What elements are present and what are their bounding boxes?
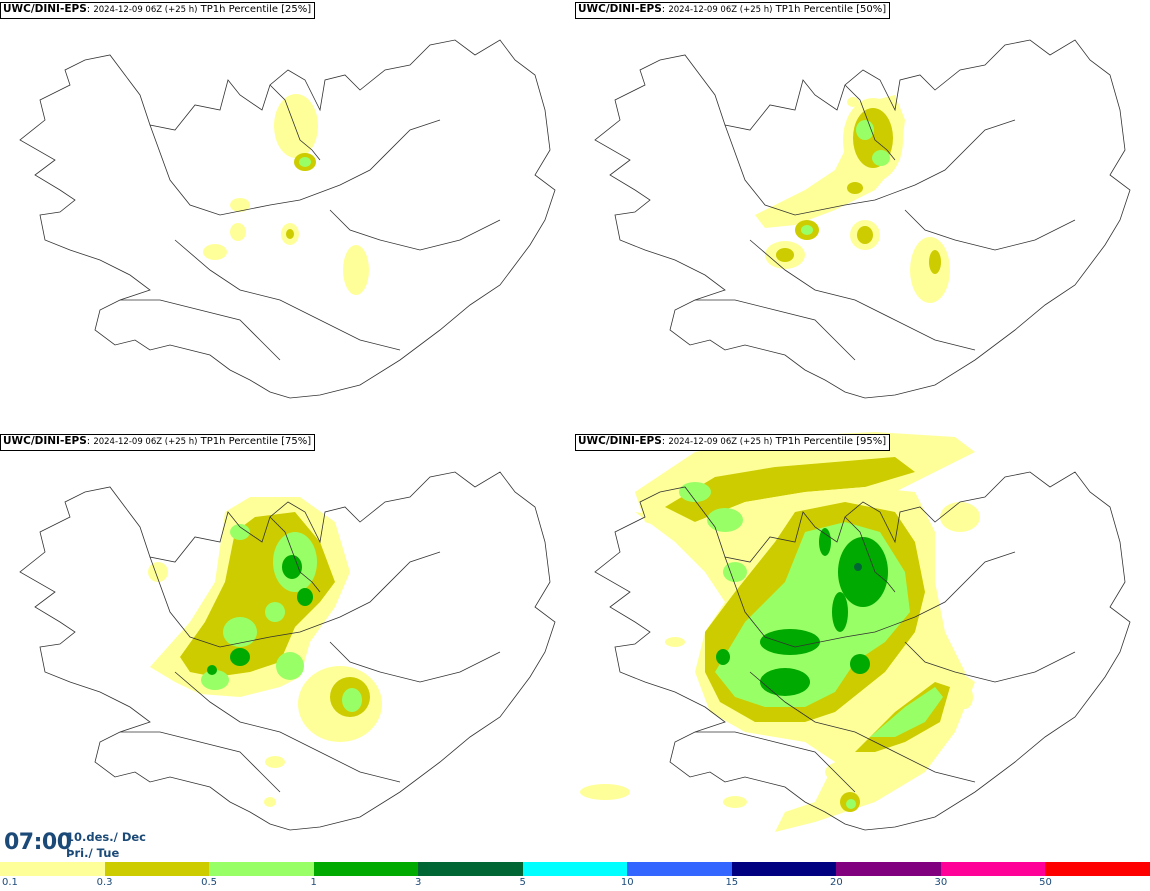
- colorbar-tick-label: 5: [519, 877, 526, 888]
- valid-time-clock: 07:00: [4, 830, 72, 855]
- valid-weekday: Þri./ Tue: [66, 846, 120, 860]
- variable-name: TP1h Percentile [95%]: [775, 436, 887, 447]
- precip-map-p25: [19, 39, 556, 399]
- run-info: 2024-12-09 06Z (+25 h): [668, 5, 773, 15]
- colorbar-segment: [1045, 862, 1150, 876]
- precip-field: [203, 94, 369, 295]
- colorbar-segment: [731, 862, 837, 876]
- iceland-outline: [19, 471, 556, 831]
- model-name: UWC/DINI-EPS: [578, 3, 662, 15]
- variable-name: TP1h Percentile [25%]: [200, 4, 312, 15]
- colorbar-tick-label: 3: [414, 877, 422, 888]
- precip-map-p95: [580, 432, 1131, 832]
- colorbar-tick-label: 0.3: [96, 877, 113, 888]
- panel-title: UWC/DINI-EPS: 2024-12-09 06Z (+25 h) TP1…: [0, 2, 316, 19]
- model-name: UWC/DINI-EPS: [3, 3, 87, 15]
- iceland-outline: [19, 39, 556, 399]
- panel-title: UWC/DINI-EPS: 2024-12-09 06Z (+25 h) TP1…: [0, 434, 316, 451]
- run-info: 2024-12-09 06Z (+25 h): [93, 5, 198, 15]
- colorbar-tick-label: 0.5: [201, 877, 218, 888]
- colorbar-segment: [627, 862, 732, 876]
- precip-map-p75: [19, 471, 556, 831]
- colorbar-segment: [0, 862, 105, 876]
- map-panel-p25: UWC/DINI-EPS: 2024-12-09 06Z (+25 h) TP1…: [0, 0, 575, 432]
- colorbar-segment: [940, 862, 1046, 876]
- iceland-outline: [594, 39, 1131, 399]
- colorbar-tick-label: 50: [1039, 877, 1052, 888]
- model-name: UWC/DINI-EPS: [578, 435, 662, 447]
- run-info: 2024-12-09 06Z (+25 h): [93, 437, 198, 447]
- colorbar-tick-label: 0.1: [2, 877, 18, 888]
- colorbar-segment: [104, 862, 210, 876]
- colorbar-segment: [418, 862, 523, 876]
- valid-date: 10.des./ Dec: [66, 830, 146, 844]
- panel-title: UWC/DINI-EPS: 2024-12-09 06Z (+25 h) TP1…: [575, 2, 891, 19]
- precip-field: [580, 432, 980, 832]
- variable-name: TP1h Percentile [75%]: [200, 436, 312, 447]
- map-panel-p75: UWC/DINI-EPS: 2024-12-09 06Z (+25 h) TP1…: [0, 432, 575, 864]
- precip-map-p50: [594, 39, 1131, 399]
- colorbar-ticks: 0.1 0.3 0.5 1 3 5 10 15 20 30 50: [0, 876, 1150, 891]
- colorbar-tick-label: 1: [310, 877, 317, 888]
- colorbar-tick-label: 15: [725, 877, 739, 888]
- panel-title: UWC/DINI-EPS: 2024-12-09 06Z (+25 h) TP1…: [575, 434, 891, 451]
- map-panel-p95: UWC/DINI-EPS: 2024-12-09 06Z (+25 h) TP1…: [575, 432, 1150, 864]
- colorbar-tick-label: 30: [934, 877, 948, 888]
- precip-colorbar: [0, 862, 1150, 876]
- colorbar-segment: [522, 862, 628, 876]
- variable-name: TP1h Percentile [50%]: [775, 4, 887, 15]
- valid-time-box: 07:00 10.des./ Dec Þri./ Tue: [0, 822, 150, 862]
- map-panel-p50: UWC/DINI-EPS: 2024-12-09 06Z (+25 h) TP1…: [575, 0, 1150, 432]
- colorbar-tick-label: 10: [620, 877, 634, 888]
- precip-field: [148, 497, 382, 807]
- colorbar-segment: [313, 862, 419, 876]
- run-info: 2024-12-09 06Z (+25 h): [668, 437, 773, 447]
- precip-field: [755, 95, 950, 303]
- colorbar-segment: [836, 862, 941, 876]
- colorbar-segment: [209, 862, 314, 876]
- iceland-outline: [594, 471, 1131, 831]
- model-name: UWC/DINI-EPS: [3, 435, 87, 447]
- colorbar-tick-label: 20: [829, 877, 843, 888]
